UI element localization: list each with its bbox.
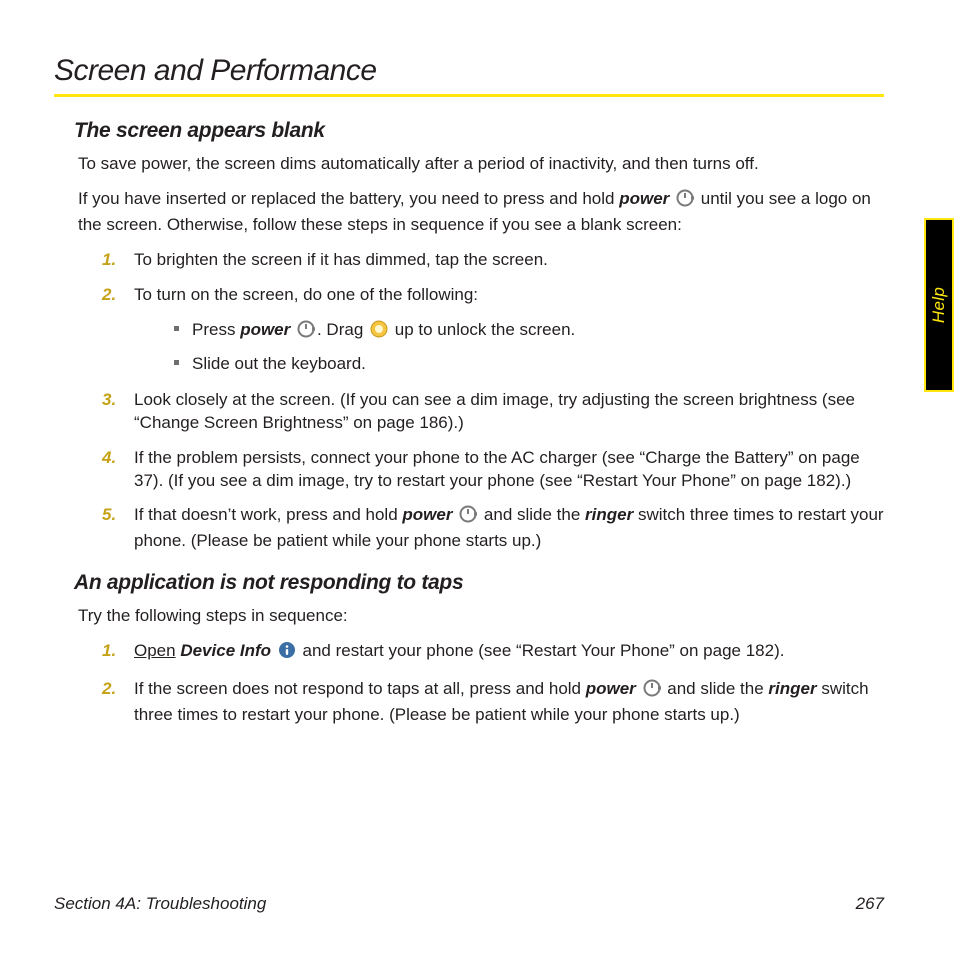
side-tab-label: Help [929,287,949,323]
paragraph: Try the following steps in sequence: [78,605,884,628]
title-rule [54,94,884,97]
power-button-icon [297,320,315,346]
step-number: 5. [102,504,116,527]
text-fragment: and slide the [484,505,585,524]
subsection-title-blank-screen: The screen appears blank [74,119,884,143]
step-text: If the problem persists, connect your ph… [134,448,860,490]
power-label: power [402,505,452,524]
step-number: 1. [102,640,116,663]
ringer-label: ringer [768,679,816,698]
step-number: 2. [102,678,116,701]
power-label: power [586,679,636,698]
text-fragment: If that doesn’t work, press and hold [134,505,402,524]
device-info-icon [278,641,296,666]
power-button-icon [643,679,661,704]
manual-page: Screen and Performance The screen appear… [0,0,954,954]
ringer-label: ringer [585,505,633,524]
text-fragment: and slide the [667,679,768,698]
power-label: power [240,320,290,339]
substep-item: Press power . Drag up to unlock the scre… [174,317,884,346]
step-number: 2. [102,284,116,307]
step-item: 2. If the screen does not respond to tap… [102,678,884,727]
page-footer: Section 4A: Troubleshooting 267 [54,894,884,914]
paragraph: If you have inserted or replaced the bat… [78,188,884,237]
text-fragment: If the screen does not respond to taps a… [134,679,586,698]
steps-list: 1. Open Device Info and restart your pho… [102,640,884,727]
text-fragment: . Drag [317,320,368,339]
step-item: 5. If that doesn’t work, press and hold … [102,504,884,553]
text-fragment: up to unlock the screen. [395,320,576,339]
step-number: 3. [102,389,116,412]
step-item: 3. Look closely at the screen. (If you c… [102,389,884,435]
step-text: Look closely at the screen. (If you can … [134,390,855,432]
unlock-orb-icon [370,320,388,346]
step-item: 1. Open Device Info and restart your pho… [102,640,884,666]
help-side-tab: Help [924,218,954,392]
device-info-label: Device Info [180,641,271,660]
step-text: To brighten the screen if it has dimmed,… [134,250,548,269]
text-fragment: Press [192,320,240,339]
footer-page-number: 267 [856,894,884,914]
paragraph: To save power, the screen dims automatic… [78,153,884,176]
subsection-title-app-not-responding: An application is not responding to taps [74,571,884,595]
step-item: 4. If the problem persists, connect your… [102,447,884,493]
text-fragment: and restart your phone (see “Restart You… [298,641,785,660]
step-item: 2. To turn on the screen, do one of the … [102,284,884,377]
substeps-list: Press power . Drag up to unlock the scre… [174,317,884,377]
step-number: 4. [102,447,116,470]
text-fragment: If you have inserted or replaced the bat… [78,189,619,208]
steps-list: 1. To brighten the screen if it has dimm… [102,249,884,554]
open-link: Open [134,641,176,660]
step-item: 1. To brighten the screen if it has dimm… [102,249,884,272]
substep-item: Slide out the keyboard. [174,351,884,377]
step-text: To turn on the screen, do one of the fol… [134,285,478,304]
footer-section: Section 4A: Troubleshooting [54,894,266,914]
power-button-icon [676,189,694,214]
power-label: power [619,189,669,208]
power-button-icon [459,505,477,530]
step-number: 1. [102,249,116,272]
page-title: Screen and Performance [54,54,884,88]
